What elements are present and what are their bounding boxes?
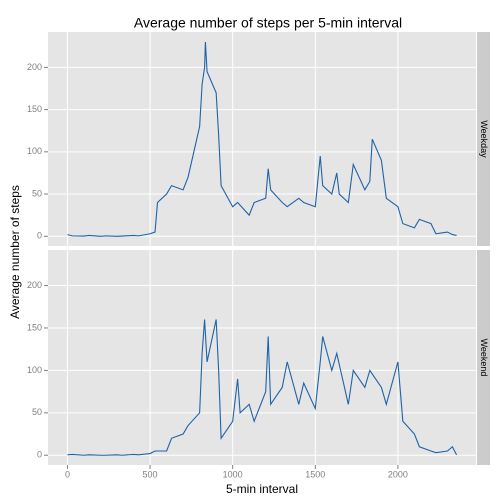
x-tick-label: 500 <box>143 469 158 479</box>
y-tick-label: 50 <box>32 407 42 417</box>
y-tick-label: 200 <box>27 280 42 290</box>
panel-background <box>48 250 476 465</box>
y-tick-label: 150 <box>27 104 42 114</box>
facet-strip <box>477 32 490 246</box>
y-tick-label: 100 <box>27 146 42 156</box>
y-axis-label: Average number of steps <box>8 185 22 319</box>
panel-background <box>48 32 476 246</box>
x-tick-label: 2000 <box>388 469 408 479</box>
chart-title: Average number of steps per 5-min interv… <box>134 15 402 31</box>
data-line <box>67 42 457 237</box>
x-tick-label: 0 <box>65 469 70 479</box>
y-tick-label: 100 <box>27 365 42 375</box>
y-tick-label: 0 <box>37 231 42 241</box>
y-tick-label: 150 <box>27 322 42 332</box>
x-tick-label: 1500 <box>305 469 325 479</box>
data-line <box>67 319 458 456</box>
x-axis-label: 5-min interval <box>226 482 298 496</box>
y-tick-label: 0 <box>37 450 42 460</box>
y-tick-label: 50 <box>32 188 42 198</box>
facet-label: Weekend <box>479 339 489 377</box>
x-tick-label: 1000 <box>223 469 243 479</box>
facet-strip <box>477 250 490 465</box>
facet-label: Weekday <box>479 120 489 158</box>
y-tick-label: 200 <box>27 62 42 72</box>
